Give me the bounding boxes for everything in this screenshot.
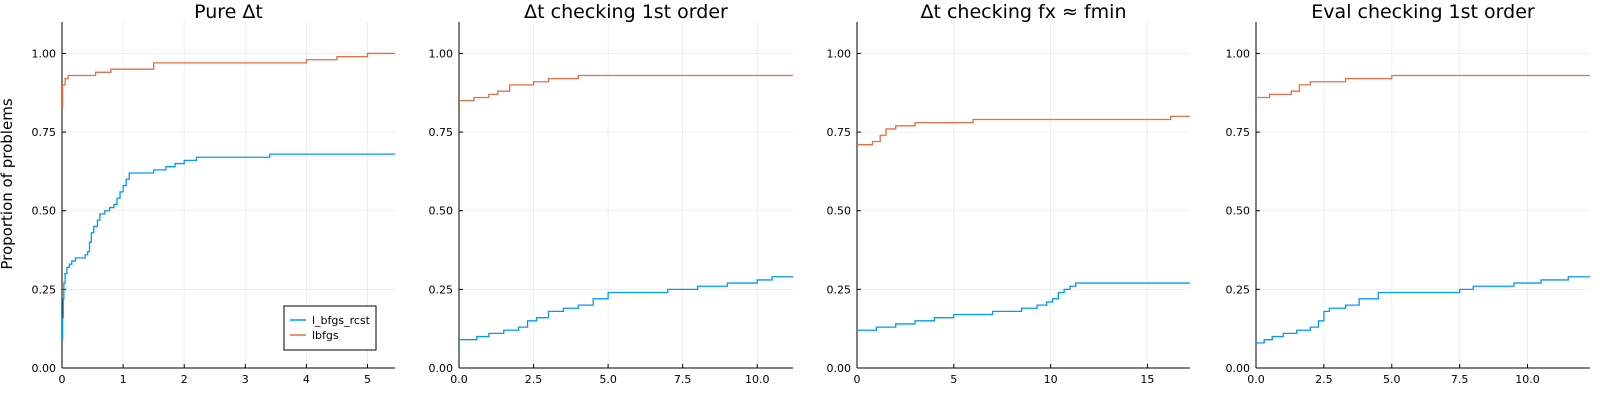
series-line-l-bfgs-rcst: [857, 282, 1190, 331]
x-tick-label: 15: [1140, 373, 1154, 386]
x-tick-label: 0.0: [1247, 373, 1265, 386]
x-tick-label: 0.0: [450, 373, 468, 386]
y-tick-label: 0.00: [1226, 362, 1251, 375]
y-tick-label: 0.00: [32, 362, 57, 375]
x-tick-label: 10: [1044, 373, 1058, 386]
y-tick-label: 0.50: [827, 205, 852, 218]
x-tick-label: 0: [854, 373, 861, 386]
y-tick-label: 1.00: [32, 47, 57, 60]
series-line-lbfgs: [459, 74, 793, 102]
x-tick-label: 2: [181, 373, 188, 386]
y-tick-label: 0.25: [1226, 283, 1251, 296]
y-tick-label: 0.75: [429, 126, 454, 139]
chart-title: Δt checking 1st order: [524, 1, 728, 23]
x-tick-label: 10.0: [1515, 373, 1540, 386]
y-tick-label: 0.00: [429, 362, 454, 375]
chart-panel-4: 0.0 2.5 5.0 7.5 10.0 0.00 0.25 0.50 0.75 1.00 Eval…: [1226, 1, 1590, 386]
chart-panel-3: 0 5 10 15 0.00 0.25 0.50 0.75 1.00 Δt checking fx…: [827, 1, 1190, 386]
series-line-lbfgs: [61, 52, 395, 108]
x-tick-label: 5: [950, 373, 957, 386]
x-tick-label: 5.0: [1383, 373, 1401, 386]
chart-title: Δt checking fx ≈ fmin: [921, 1, 1127, 23]
x-tick-label: 5: [364, 373, 371, 386]
y-tick-label: 0.75: [1226, 126, 1251, 139]
series-line-l-bfgs-rcst: [459, 276, 793, 341]
x-tick-label: 3: [242, 373, 249, 386]
y-tick-label: 1.00: [827, 47, 852, 60]
x-tick-label: 7.5: [1451, 373, 1469, 386]
y-tick-label: 0.25: [429, 283, 454, 296]
series-line-lbfgs: [857, 115, 1190, 146]
x-tick-label: 1: [120, 373, 127, 386]
y-tick-label: 1.00: [1226, 47, 1251, 60]
x-tick-label: 10.0: [745, 373, 770, 386]
y-axis-label: Proportion of problems: [0, 98, 16, 269]
x-tick-label: 0: [59, 373, 66, 386]
x-tick-label: 2.5: [525, 373, 543, 386]
x-tick-label: 2.5: [1315, 373, 1333, 386]
series-line-l-bfgs-rcst: [1256, 276, 1590, 344]
x-tick-label: 4: [303, 373, 310, 386]
y-tick-label: 1.00: [429, 47, 454, 60]
legend-box: [283, 305, 377, 351]
y-tick-label: 0.50: [32, 205, 57, 218]
legend-label: lbfgs: [312, 329, 339, 342]
chart-panel-1: 0 1 2 3 4 5 0.00 0.25 0.50 0.75 1.00 Pure Δt: [32, 1, 395, 386]
x-tick-label: 7.5: [674, 373, 692, 386]
legend-label: l_bfgs_rcst: [312, 314, 371, 327]
series-line-l-bfgs-rcst: [61, 153, 395, 341]
y-tick-label: 0.75: [32, 126, 57, 139]
y-tick-label: 0.25: [32, 283, 57, 296]
chart-panel-2: 0.0 2.5 5.0 7.5 10.0 0.00 0.25 0.50 0.75 1.00 Δt c…: [429, 1, 793, 386]
y-tick-label: 0.75: [827, 126, 852, 139]
y-tick-label: 0.50: [1226, 205, 1251, 218]
y-tick-label: 0.25: [827, 283, 852, 296]
chart-title: Eval checking 1st order: [1311, 1, 1535, 23]
series-line-lbfgs: [1256, 74, 1590, 99]
y-tick-label: 0.00: [827, 362, 852, 375]
chart-title: Pure Δt: [194, 1, 263, 23]
x-tick-label: 5.0: [599, 373, 617, 386]
y-tick-label: 0.50: [429, 205, 454, 218]
